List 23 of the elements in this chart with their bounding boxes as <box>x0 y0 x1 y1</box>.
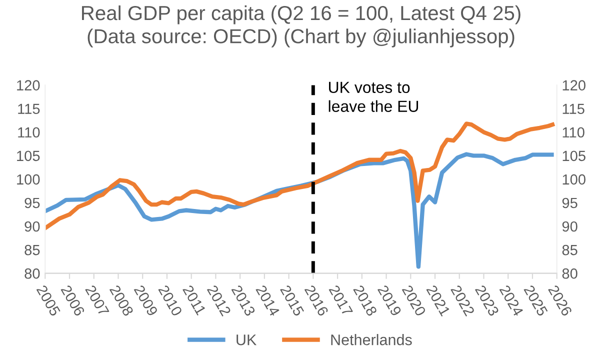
y-tick-label: 110 <box>18 127 40 138</box>
y-tick-label: 95 <box>24 198 40 208</box>
legend-label: Netherlands <box>331 334 412 346</box>
y2-tick-label: 85 <box>562 244 578 256</box>
y2-tick-label: 115 <box>562 104 584 114</box>
y-tick-label: 105 <box>17 150 40 162</box>
y-tick-label: 115 <box>18 104 40 114</box>
y-tick-label: 120 <box>17 80 40 90</box>
y2-tick-label: 100 <box>562 174 586 185</box>
y2-tick-label: 110 <box>562 127 584 138</box>
y2-tick-label: 80 <box>562 268 578 279</box>
chart-title: Real GDP per capita (Q2 16 = 100, Latest Q4 25) (Data source: OECD) (Chart by @julianhjessop) <box>82 5 520 48</box>
y2-tick-label: 105 <box>562 150 586 162</box>
y-tick-label: 80 <box>24 268 40 279</box>
y2-tick-label: 120 <box>562 80 586 90</box>
y2-tick-label: 95 <box>562 198 578 208</box>
line-series <box>45 122 555 230</box>
y-tick-label: 90 <box>24 221 40 232</box>
ref-line-label: UK votes to leave the EU <box>328 82 418 112</box>
y2-tick-label: 90 <box>562 221 578 232</box>
y-tick-label: 85 <box>24 244 40 256</box>
legend-label: UK <box>236 334 257 346</box>
y-tick-label: 100 <box>17 174 40 185</box>
